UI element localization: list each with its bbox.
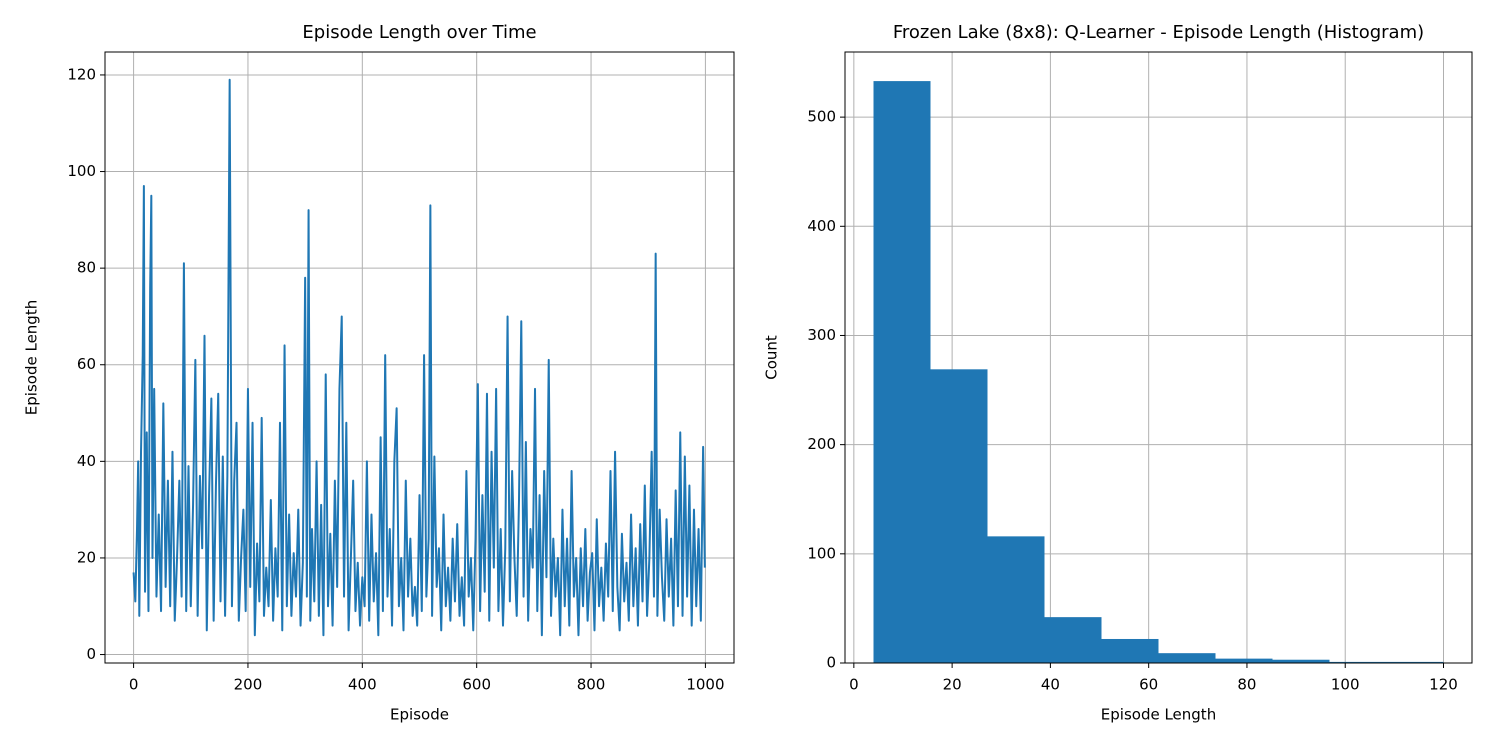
x-tick-label: 0 (129, 676, 139, 694)
histogram-bar (1044, 617, 1102, 663)
y-tick-label: 200 (807, 435, 836, 453)
histogram-bar (1329, 661, 1387, 663)
y-tick-label: 0 (826, 654, 836, 672)
histogram-bar (987, 536, 1045, 663)
y-axis-label: Count (763, 335, 781, 380)
x-tick-label: 1000 (686, 676, 724, 694)
x-axis-label: Episode Length (1101, 706, 1216, 724)
histogram-bar (1215, 658, 1273, 663)
chart-title: Episode Length over Time (302, 22, 536, 43)
x-tick-label: 40 (1041, 676, 1060, 694)
x-tick-label: 600 (462, 676, 491, 694)
y-tick-label: 400 (807, 217, 836, 235)
chart-title: Frozen Lake (8x8): Q-Learner - Episode L… (893, 22, 1424, 43)
y-tick-label: 80 (77, 259, 96, 277)
y-tick-label: 100 (807, 544, 836, 562)
x-tick-label: 200 (234, 676, 263, 694)
y-axis-label: Episode Length (23, 300, 41, 415)
histogram-bar (1101, 638, 1159, 663)
axes-frame (104, 51, 735, 664)
y-tick-label: 60 (77, 355, 96, 373)
y-tick-label: 20 (77, 548, 96, 566)
x-tick-label: 20 (943, 676, 962, 694)
y-tick-label: 40 (77, 452, 96, 470)
x-tick-label: 100 (1331, 676, 1360, 694)
x-tick-label: 800 (577, 676, 606, 694)
x-tick-label: 400 (348, 676, 377, 694)
histogram-bar (873, 81, 931, 664)
histogram-bar (930, 369, 988, 663)
x-tick-label: 0 (849, 676, 859, 694)
axes-frame (844, 51, 1473, 664)
histogram-bar (1272, 659, 1330, 663)
x-tick-label: 60 (1139, 676, 1158, 694)
x-tick-label: 80 (1237, 676, 1256, 694)
y-tick-label: 0 (86, 645, 96, 663)
y-tick-label: 120 (67, 65, 96, 83)
y-tick-label: 100 (67, 162, 96, 180)
histogram-bar (1386, 661, 1444, 663)
x-axis-label: Episode (390, 706, 449, 724)
y-tick-label: 300 (807, 326, 836, 344)
y-tick-label: 500 (807, 108, 836, 126)
x-tick-label: 120 (1429, 676, 1458, 694)
histogram-bar (1158, 653, 1216, 663)
line-series (132, 78, 706, 637)
